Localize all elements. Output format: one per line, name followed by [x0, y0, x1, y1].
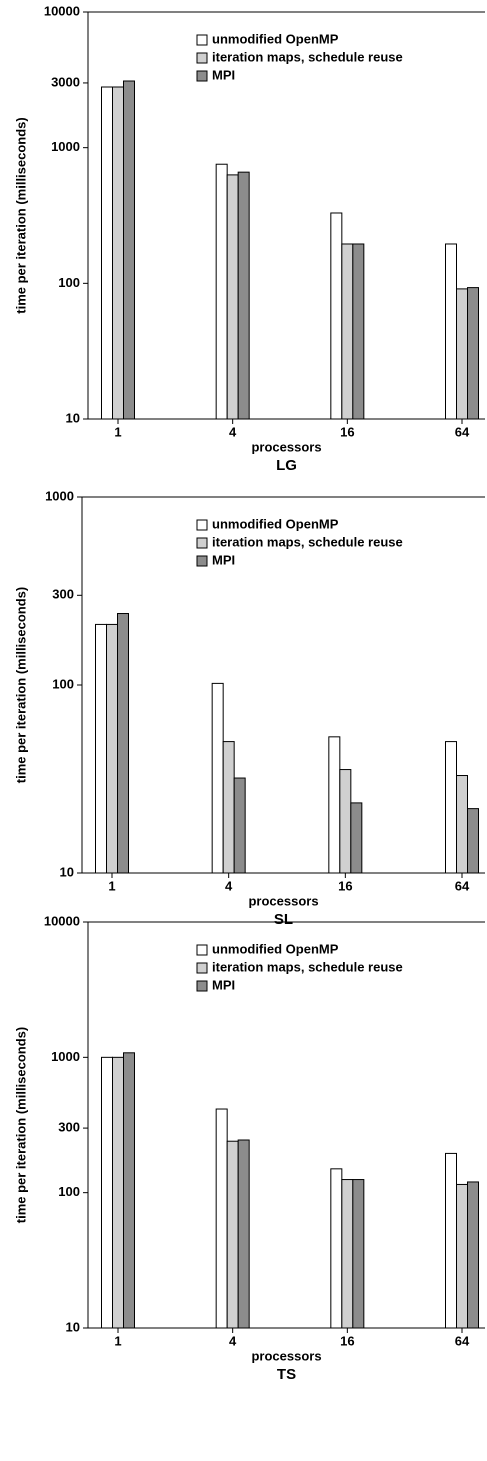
x-tick-label: 16 [340, 1333, 354, 1348]
y-axis-label: time per iteration (milliseconds) [13, 587, 28, 784]
y-tick-label: 100 [52, 676, 74, 691]
bar [95, 623, 107, 874]
y-axis-label: time per iteration (milliseconds) [13, 1027, 28, 1224]
x-tick-label: 4 [229, 424, 237, 439]
legend-label: iteration maps, schedule reuse [212, 49, 403, 64]
bar [445, 1152, 457, 1329]
x-tick-label: 64 [455, 1333, 470, 1348]
legend-label: iteration maps, schedule reuse [212, 959, 403, 974]
legend-swatch [196, 52, 208, 64]
legend-swatch [196, 519, 208, 531]
bar [445, 243, 457, 420]
legend-swatch [196, 980, 208, 992]
y-axis-label: time per iteration (milliseconds) [13, 117, 28, 314]
bar [467, 808, 479, 874]
bar [123, 1052, 135, 1329]
chart-title: LG [276, 457, 297, 474]
bar [123, 80, 135, 420]
y-tick-label: 1000 [51, 1049, 80, 1064]
bar [215, 163, 228, 420]
y-tick-label: 100 [58, 275, 80, 290]
legend-swatch [196, 944, 208, 956]
bar [350, 802, 363, 874]
y-tick-label: 100 [58, 1184, 80, 1199]
x-axis-label: processors [248, 893, 318, 908]
x-tick-label: 16 [340, 424, 354, 439]
legend-label: unmodified OpenMP [212, 941, 339, 956]
y-tick-label: 1000 [51, 139, 80, 154]
x-tick-label: 1 [108, 878, 115, 893]
legend-label: unmodified OpenMP [212, 31, 339, 46]
legend-label: MPI [212, 552, 235, 567]
x-tick-label: 1 [114, 1333, 121, 1348]
bar [456, 775, 468, 874]
bar [215, 1108, 228, 1329]
y-tick-label: 3000 [51, 74, 80, 89]
bar [101, 1056, 113, 1329]
bar [467, 287, 479, 420]
bar [352, 243, 365, 420]
bar [117, 613, 129, 874]
y-tick-label: 10000 [44, 3, 80, 18]
y-tick-label: 10 [60, 864, 74, 879]
bar [328, 736, 341, 874]
bar [226, 1140, 239, 1329]
chart-title: TS [277, 1366, 296, 1383]
y-tick-label: 10 [66, 410, 80, 425]
bar [330, 212, 343, 420]
legend-label: unmodified OpenMP [212, 516, 339, 531]
bar [112, 1056, 124, 1329]
bar [222, 741, 235, 874]
bar [467, 1181, 479, 1329]
bar [339, 769, 352, 874]
x-axis-label: processors [251, 1348, 321, 1363]
legend-swatch [196, 70, 208, 82]
legend-swatch [196, 555, 208, 567]
x-tick-label: 4 [229, 1333, 237, 1348]
x-tick-label: 64 [455, 878, 470, 893]
bar [330, 1168, 343, 1329]
bar [233, 777, 246, 874]
bar [341, 1179, 354, 1329]
y-tick-label: 1000 [45, 488, 74, 503]
bar [352, 1179, 365, 1329]
bar [341, 243, 354, 420]
bar [237, 1139, 250, 1329]
legend-label: MPI [212, 67, 235, 82]
bar [211, 682, 224, 874]
bar [445, 741, 457, 874]
y-tick-label: 300 [52, 587, 74, 602]
bar [101, 86, 113, 420]
legend-swatch [196, 34, 208, 46]
legend-label: MPI [212, 977, 235, 992]
chart-title: SL [274, 911, 293, 928]
y-tick-label: 10000 [44, 913, 80, 928]
x-tick-label: 16 [338, 878, 352, 893]
x-tick-label: 1 [114, 424, 121, 439]
legend-swatch [196, 962, 208, 974]
bar [226, 174, 239, 420]
legend-label: iteration maps, schedule reuse [212, 534, 403, 549]
legend-swatch [196, 537, 208, 549]
bar [456, 1183, 468, 1329]
bar [106, 623, 118, 874]
bar [237, 171, 250, 420]
y-tick-label: 300 [58, 1120, 80, 1135]
y-tick-label: 10 [66, 1319, 80, 1334]
x-tick-label: 64 [455, 424, 470, 439]
bar [112, 86, 124, 420]
x-axis-label: processors [251, 439, 321, 454]
x-tick-label: 4 [225, 878, 233, 893]
bar [456, 288, 468, 420]
